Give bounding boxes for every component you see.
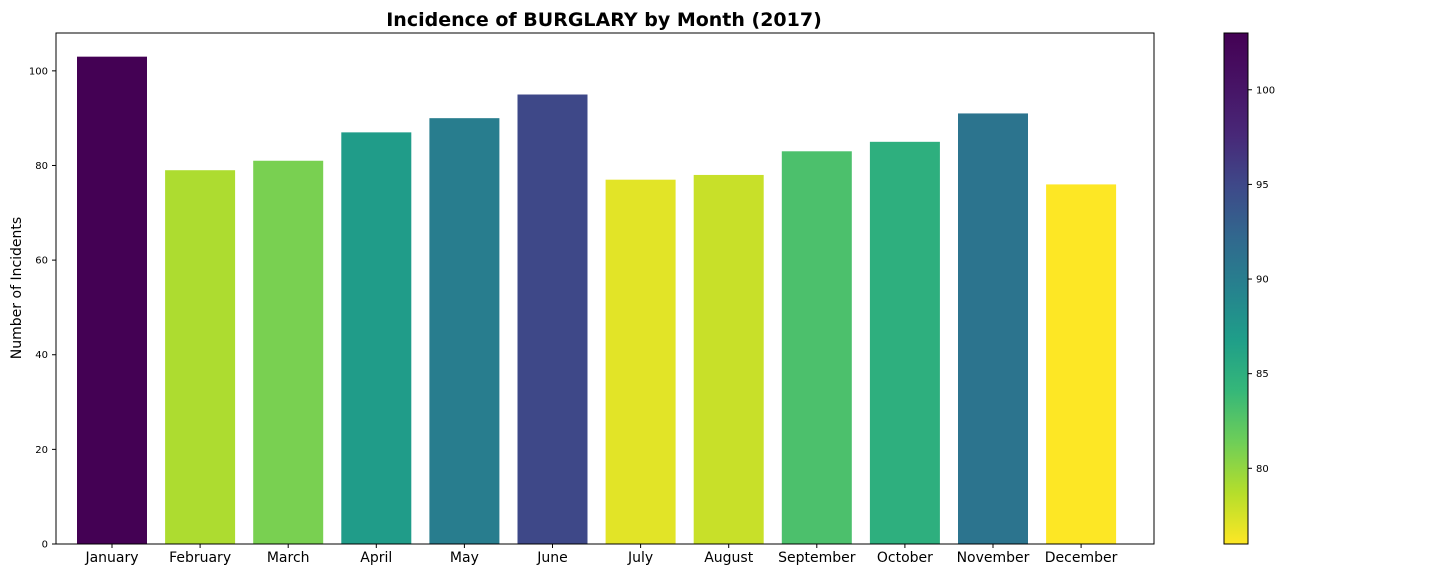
x-tick-label-july: July (627, 550, 653, 566)
y-tick-label: 20 (35, 445, 48, 456)
colorbar-gradient (1224, 33, 1248, 544)
x-tick-label-april: April (360, 550, 392, 566)
colorbar-tick-label: 95 (1256, 180, 1269, 191)
bar-january (77, 56, 147, 544)
chart-title: Incidence of BURGLARY by Month (2017) (386, 9, 822, 31)
plot-area: 0 20 40 60 80 100 January February March April Ma… (29, 32, 1155, 566)
bar-august (693, 174, 764, 544)
x-tick-label-august: August (704, 550, 754, 566)
x-tick-label-may: May (450, 550, 479, 566)
bar-april (341, 132, 412, 545)
x-tick-label-october: October (877, 550, 933, 566)
bar-march (253, 160, 324, 544)
colorbar-tick-label: 85 (1256, 369, 1269, 380)
y-axis-label: Number of Incidents (9, 217, 25, 359)
colorbar: 80 85 90 95 100 (1223, 32, 1275, 545)
x-tick-label-september: September (778, 550, 856, 566)
colorbar-ticks: 80 85 90 95 100 (1248, 85, 1275, 475)
x-axis-ticks: January February March April May June July Augu… (84, 544, 1118, 566)
y-tick-label: 0 (42, 540, 48, 551)
x-tick-label-february: February (169, 550, 231, 566)
x-tick-label-january: January (84, 550, 138, 566)
y-tick-label: 80 (35, 161, 48, 172)
bar-june (517, 94, 588, 544)
y-tick-label: 100 (29, 66, 48, 77)
bars-group (77, 56, 1117, 545)
colorbar-frame (1223, 32, 1249, 545)
bar-february (165, 170, 236, 544)
x-tick-label-march: March (267, 550, 310, 566)
bar-may (429, 118, 500, 545)
y-tick-label: 60 (35, 256, 48, 267)
y-axis-ticks: 0 20 40 60 80 100 (29, 66, 56, 551)
x-tick-label-november: November (957, 550, 1030, 566)
x-tick-label-december: December (1045, 550, 1118, 566)
colorbar-tick-label: 80 (1256, 464, 1269, 475)
axes-frame (55, 32, 1155, 545)
x-tick-label-june: June (536, 550, 568, 566)
bar-july (605, 179, 676, 544)
bar-december (1046, 184, 1117, 544)
colorbar-tick-label: 90 (1256, 275, 1269, 286)
bar-november (958, 113, 1028, 544)
bar-october (869, 141, 940, 544)
bar-september (781, 151, 852, 545)
colorbar-tick-label: 100 (1256, 85, 1275, 96)
y-tick-label: 40 (35, 350, 48, 361)
